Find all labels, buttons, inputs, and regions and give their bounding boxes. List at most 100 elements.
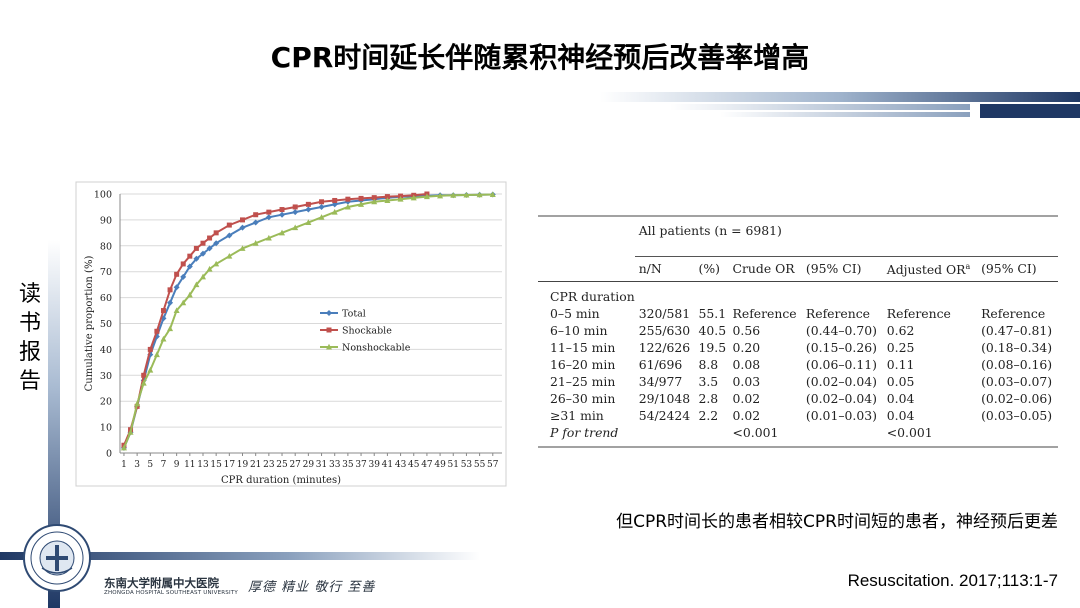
x-tick-label: 7 — [161, 460, 167, 470]
data-point — [345, 196, 351, 202]
footer-decoration — [0, 552, 480, 560]
y-tick-label: 20 — [100, 397, 112, 408]
x-tick-label: 35 — [342, 460, 354, 470]
data-point — [213, 230, 219, 236]
data-point — [279, 211, 286, 218]
data-point — [187, 253, 193, 259]
y-tick-label: 100 — [94, 190, 112, 201]
table-cell: 8.8 — [698, 356, 719, 372]
side-label: 读 书 报 告 — [14, 280, 46, 396]
x-tick-label: 31 — [316, 460, 327, 470]
x-tick-label: 13 — [197, 460, 209, 470]
trend-label: P for trend — [550, 424, 619, 440]
cumulative-proportion-chart: 0 10 20 30 40 50 60 70 80 90 100 1 3 5 7 9 11 13 15 17 19 21 2… — [70, 180, 510, 490]
data-point — [292, 204, 298, 210]
y-tick-label: 90 — [100, 215, 112, 226]
data-point — [463, 191, 470, 198]
data-point — [239, 245, 246, 251]
data-point — [476, 191, 483, 198]
table-cell: 29/1048 — [638, 390, 691, 406]
table-cell: Reference — [886, 305, 951, 321]
data-point — [140, 379, 147, 386]
table-cell: 320/581 — [638, 305, 691, 321]
table-cell: 0.03 — [732, 373, 761, 389]
trend-crude: <0.001 — [732, 424, 779, 440]
data-point — [120, 444, 127, 451]
x-tick-label: 51 — [448, 460, 459, 470]
table-row: 26–30 min 29/1048 2.8 0.02 (0.02–0.04) 0.04 (0… — [538, 390, 1058, 407]
data-point — [127, 429, 134, 435]
x-tick-label: 1 — [121, 460, 127, 470]
x-tick-label: 47 — [421, 460, 433, 470]
legend-entry: Nonshockable — [320, 343, 411, 354]
data-point — [206, 265, 213, 272]
data-point — [193, 245, 199, 251]
legend-entry: Shockable — [320, 326, 392, 337]
y-tick-label: 40 — [100, 345, 112, 356]
table-cell: (0.15–0.26) — [805, 339, 877, 355]
table-cell: 19.5 — [698, 339, 727, 355]
row-label: 16–20 min — [550, 356, 616, 372]
table-cell: (0.03–0.05) — [981, 407, 1053, 423]
group-rule-row — [538, 239, 1058, 257]
x-tick-label: 25 — [276, 460, 288, 470]
trend-row: P for trend <0.001 <0.001 — [538, 424, 1058, 441]
table-cell: 0.02 — [732, 407, 761, 423]
data-point — [147, 366, 154, 373]
y-tick-label: 80 — [100, 241, 112, 252]
data-point — [332, 197, 338, 203]
data-point — [193, 281, 200, 288]
data-point — [371, 198, 378, 205]
data-point — [318, 203, 325, 210]
row-label: 0–5 min — [550, 305, 600, 321]
x-tick-label: 3 — [134, 460, 140, 470]
table-cell: (0.02–0.06) — [981, 390, 1053, 406]
data-point — [213, 260, 220, 267]
data-point — [358, 195, 364, 201]
row-label: 11–15 min — [550, 339, 616, 355]
hospital-logo-icon — [23, 524, 91, 592]
x-tick-label: 21 — [250, 460, 261, 470]
data-point — [141, 372, 147, 378]
table-cell: (0.18–0.34) — [981, 339, 1053, 355]
table-cell: 0.56 — [732, 322, 761, 338]
y-tick-label: 30 — [100, 371, 112, 382]
table-row: 16–20 min 61/696 8.8 0.08 (0.06–0.11) 0.11 (0.… — [538, 356, 1058, 373]
table-top-rule — [538, 215, 1058, 217]
data-point — [167, 299, 174, 306]
data-point — [358, 201, 365, 207]
data-point — [173, 307, 180, 314]
table-cell: 40.5 — [698, 322, 727, 338]
data-point — [384, 197, 391, 203]
data-point — [180, 261, 186, 267]
x-tick-label: 41 — [382, 460, 393, 470]
x-tick-label: 23 — [263, 460, 275, 470]
data-point — [186, 263, 193, 270]
table-row: 11–15 min 122/626 19.5 0.20 (0.15–0.26) 0.25 (… — [538, 339, 1058, 356]
series-nonshockable — [120, 191, 496, 451]
data-point — [199, 273, 206, 280]
col-header: Crude OR — [732, 261, 795, 276]
side-label-char: 书 — [18, 311, 41, 336]
table-cell: 255/630 — [638, 322, 691, 338]
x-tick-label: 11 — [184, 460, 195, 470]
chart-frame — [75, 181, 507, 487]
y-tick-label: 70 — [100, 267, 112, 278]
data-point — [240, 217, 246, 223]
table-cell: 0.08 — [732, 356, 761, 372]
table-cell: 0.04 — [886, 390, 915, 406]
x-tick-label: 17 — [224, 460, 236, 470]
data-point — [292, 209, 299, 216]
x-tick-label: 9 — [174, 460, 180, 470]
table-row: 0–5 min 320/581 55.1 Reference Reference Refe… — [538, 305, 1058, 322]
table-row: ≥31 min 54/2424 2.2 0.02 (0.01–0.03) 0.04 (0.0… — [538, 407, 1058, 424]
y-tick-label: 50 — [100, 319, 112, 330]
table-cell: 0.62 — [886, 322, 915, 338]
data-point — [265, 214, 272, 221]
x-tick-label: 19 — [237, 460, 249, 470]
x-tick-label: 33 — [329, 460, 341, 470]
group-header: All patients (n = 6981) — [638, 223, 782, 238]
data-point — [147, 346, 153, 352]
data-point — [200, 240, 206, 246]
data-point — [266, 209, 272, 215]
